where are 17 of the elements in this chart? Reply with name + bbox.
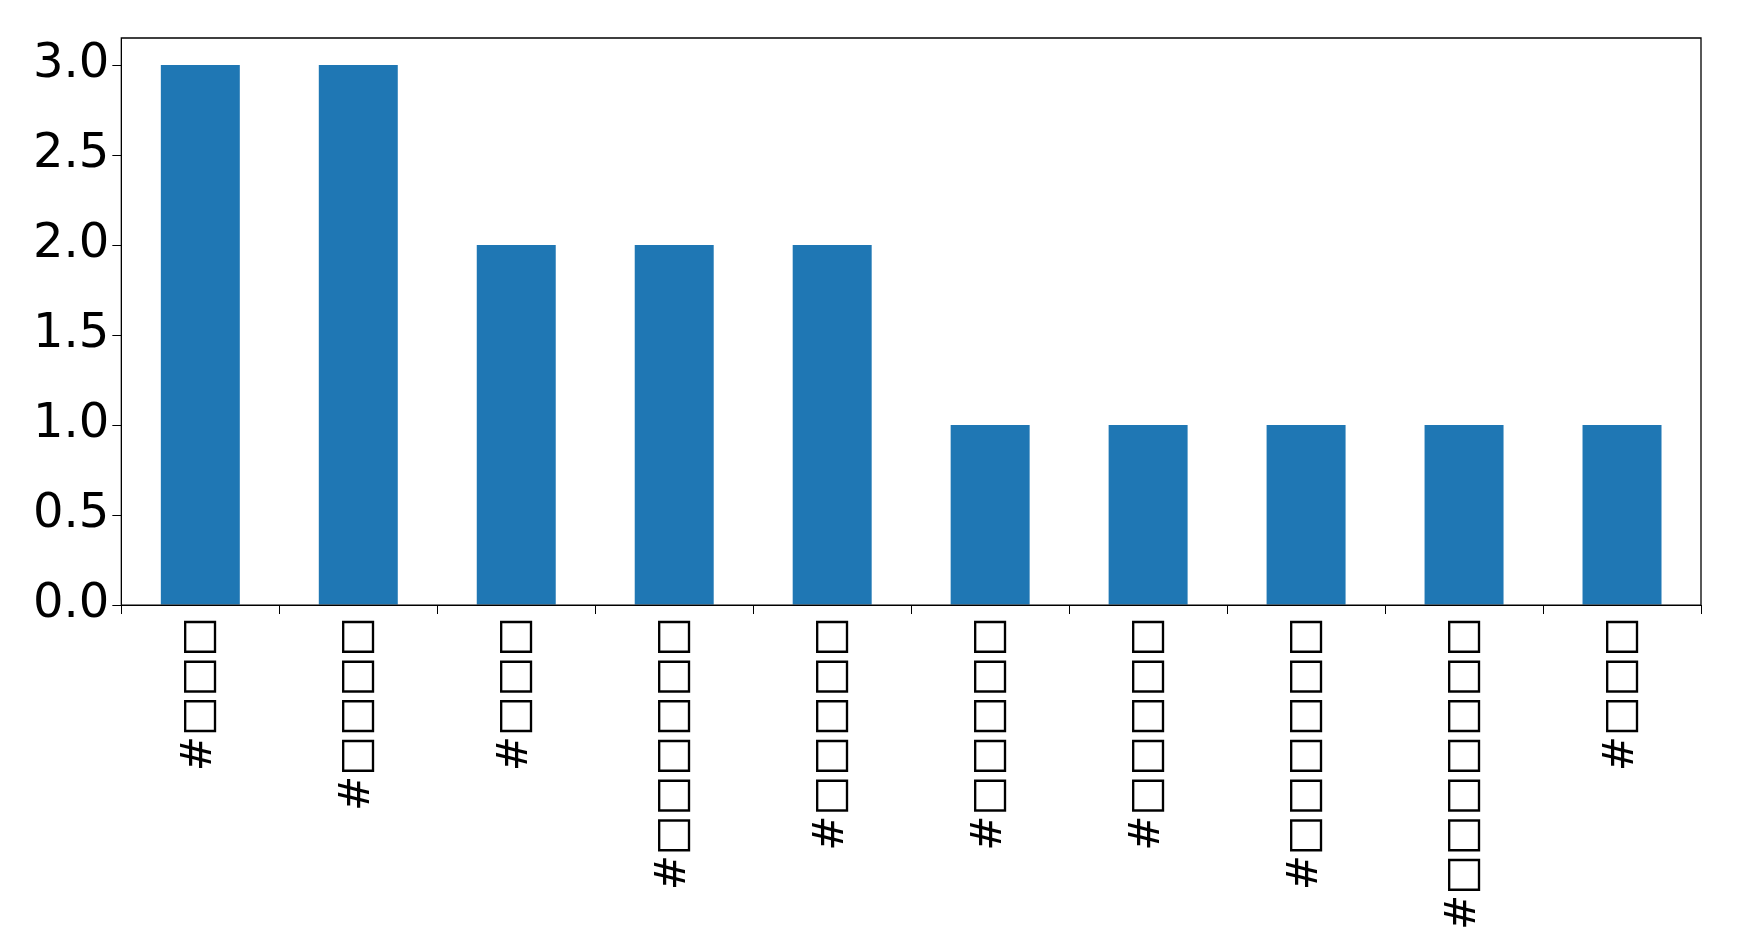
x-tick-label: #□□□□□□□ — [1435, 617, 1485, 931]
x-tick-label: #□□□□□□ — [1277, 617, 1327, 891]
x-tick-label: #□□□ — [1593, 617, 1643, 772]
y-tick-label: 3.0 — [32, 32, 110, 89]
y-tick-label: 2.0 — [32, 212, 110, 269]
y-tick-label: 1.0 — [32, 392, 110, 449]
x-tick-label: #□□□ — [172, 617, 222, 772]
y-tick-label: 0.5 — [32, 482, 110, 539]
x-tick-label: #□□□□ — [330, 617, 380, 811]
x-tick-label: #□□□□□ — [1120, 617, 1170, 851]
x-tick-label: #□□□□□ — [962, 617, 1012, 851]
x-tick-label: #□□□□□□ — [646, 617, 696, 891]
y-tick-label: 2.5 — [32, 122, 110, 179]
y-tick-label: 0.0 — [32, 572, 110, 629]
x-tick-label: #□□□□□ — [804, 617, 854, 851]
y-tick-label: 1.5 — [32, 302, 110, 359]
x-tick-label: #□□□ — [488, 617, 538, 772]
